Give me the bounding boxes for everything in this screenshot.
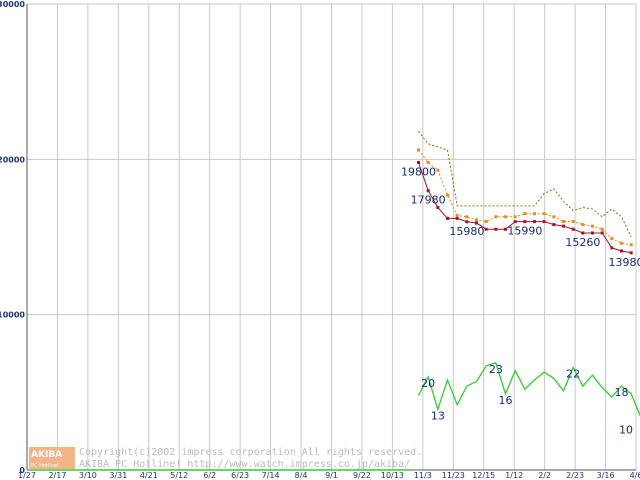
copyright-text: Copyright(c)2002 impress corporation All…: [79, 447, 422, 458]
x-tick-label: 4/21: [140, 471, 158, 480]
x-tick-label: 12/15: [472, 471, 495, 480]
y-tick-label: 30000: [0, 0, 25, 9]
y-tick-label: 10000: [0, 311, 25, 320]
series-average-line: [418, 149, 632, 246]
series-average-point: [484, 219, 488, 223]
series-average-point: [475, 218, 478, 222]
series-low-point: [513, 220, 517, 224]
series-low-point: [562, 224, 565, 228]
series-low-point: [417, 160, 420, 164]
data-label-shops: 16: [499, 394, 513, 407]
series-average-point: [446, 193, 449, 197]
series-low-point: [475, 221, 478, 225]
x-tick-label: 8/4: [295, 471, 308, 480]
series-average-point: [436, 168, 440, 172]
series-low-point: [552, 223, 556, 227]
data-label-shops: 13: [431, 409, 445, 422]
series-low-point: [591, 231, 594, 235]
x-tick-label: 9/22: [353, 471, 371, 480]
x-tick-label: 5/12: [170, 471, 188, 480]
data-label-low: 19800: [401, 165, 436, 178]
data-label-low: 15980: [449, 225, 484, 238]
series-average-point: [600, 227, 604, 231]
series-low-point: [533, 220, 536, 224]
series-average-point: [504, 215, 507, 219]
data-label-low: 15260: [565, 236, 600, 249]
series-average-point: [562, 219, 565, 223]
series-low-point: [484, 227, 488, 231]
series-average-point: [465, 215, 469, 219]
data-label-shops: 22: [566, 367, 580, 380]
akiba-logo-text: AKIBA: [31, 450, 62, 460]
series-low-point: [629, 251, 633, 255]
series-low-point: [465, 220, 469, 224]
series-low-point: [523, 220, 527, 224]
series-low-point: [436, 205, 440, 209]
data-labels: 19800 17980 15980 15990 15260 13980 20 13 23 16 22…: [401, 165, 640, 436]
x-tick-label: 3/31: [109, 471, 127, 480]
series-low-point: [426, 189, 430, 193]
series-average-point: [533, 212, 536, 216]
x-tick-label: 1/27: [18, 471, 36, 480]
series-average-point: [610, 237, 614, 241]
x-tick-label: 10/13: [381, 471, 404, 480]
series-shops-line: [417, 361, 640, 417]
series-low-point: [542, 220, 546, 224]
series-average-point: [513, 215, 517, 219]
data-label-low: 17980: [411, 194, 446, 207]
x-tick-label: 2/17: [48, 471, 66, 480]
x-tick-label: 3/10: [79, 471, 97, 480]
series-average-point: [629, 243, 633, 247]
series-average-point: [581, 223, 585, 227]
series-average-point: [552, 215, 556, 219]
data-label-shops: 10: [619, 423, 633, 436]
series-low-point: [494, 227, 498, 231]
data-label-shops: 20: [421, 377, 435, 390]
series-low-point: [446, 216, 449, 220]
y-tick-label: 0: [19, 466, 25, 475]
site-text: AKIBA PC Hotline! http://www.watch.impre…: [79, 459, 410, 470]
series-low-point: [571, 227, 575, 231]
y-tick-labels: 0 10000 20000 30000: [0, 0, 25, 475]
x-tick-label: 6/2: [203, 471, 216, 480]
series-average-point: [571, 219, 575, 223]
x-tick-labels: 1/27 2/17 3/10 3/31 4/21 5/12 6/2 6/23 7/14 8/4 9/…: [18, 471, 640, 480]
x-tick-label: 9/1: [325, 471, 338, 480]
data-label-low: 15990: [507, 225, 542, 238]
series-low-point: [610, 246, 614, 250]
series-low-point: [455, 216, 459, 220]
x-tick-label: 2/23: [566, 471, 584, 480]
x-tick-label: 1/12: [505, 471, 523, 480]
series-average-point: [426, 160, 430, 164]
data-label-shops: 23: [489, 363, 503, 376]
series-average-point: [523, 212, 527, 216]
series-average-point: [455, 213, 459, 217]
series-low-point: [620, 249, 623, 253]
x-tick-label: 11/3: [414, 471, 432, 480]
akiba-logo-sub: PC Hotline!: [31, 463, 59, 469]
x-tick-label: 6/23: [231, 471, 249, 480]
x-tick-label: 4/6: [630, 471, 640, 480]
series-low-point: [504, 227, 507, 231]
grid-lines: [26, 3, 637, 471]
watermark: AKIBA PC Hotline! Copyright(c)2002 impre…: [29, 447, 422, 470]
series-low-point: [600, 231, 604, 235]
akiba-logo-box: [29, 447, 75, 469]
series-layer: [31, 131, 640, 471]
series-average-point: [417, 148, 420, 152]
data-label-shops: 18: [615, 386, 629, 399]
x-tick-label: 3/16: [597, 471, 615, 480]
series-low-point: [581, 231, 585, 235]
series-average-point: [494, 215, 498, 219]
x-tick-label: 11/23: [442, 471, 465, 480]
x-tick-label: 7/14: [262, 471, 280, 480]
series-average-point: [620, 241, 623, 245]
series-average-point: [542, 212, 546, 216]
series-average-point: [591, 224, 594, 228]
series-high-line: [418, 131, 632, 238]
data-label-low: 13980: [609, 256, 640, 269]
x-tick-label: 2/2: [538, 471, 551, 480]
y-tick-label: 20000: [0, 155, 25, 164]
